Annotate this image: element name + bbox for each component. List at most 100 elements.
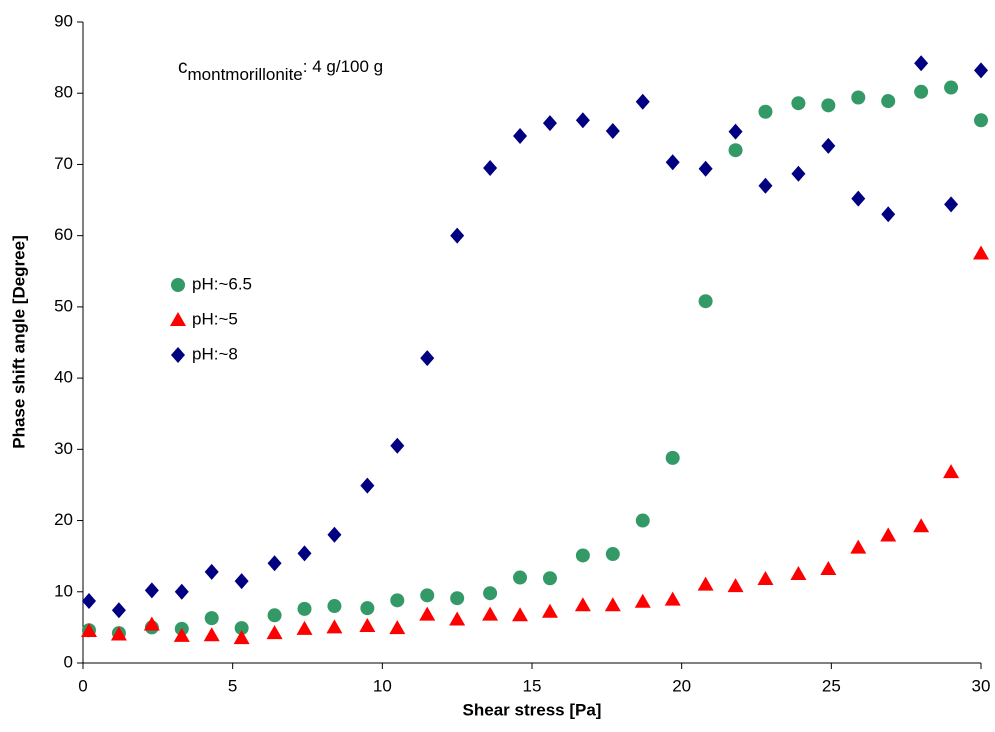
y-tick-label: 0 bbox=[64, 652, 73, 671]
data-point bbox=[944, 196, 959, 213]
data-point bbox=[390, 437, 405, 454]
data-point bbox=[81, 593, 96, 610]
data-point bbox=[914, 84, 929, 99]
data-point bbox=[665, 154, 680, 171]
data-point bbox=[267, 608, 282, 623]
x-tick-label: 0 bbox=[78, 676, 87, 695]
data-point bbox=[604, 597, 621, 612]
y-axis-title: Phase shift angle [Degree] bbox=[9, 235, 28, 449]
data-point bbox=[791, 96, 806, 111]
y-tick-label: 20 bbox=[54, 510, 73, 529]
data-point bbox=[821, 137, 836, 154]
x-tick-label: 15 bbox=[523, 676, 542, 695]
data-point bbox=[664, 591, 681, 606]
x-axis-title: Shear stress [Pa] bbox=[463, 700, 602, 719]
data-point bbox=[790, 565, 807, 580]
data-point bbox=[851, 90, 866, 105]
data-point bbox=[267, 555, 282, 572]
data-point bbox=[575, 548, 590, 563]
annotation-subscript: montmorillonite bbox=[188, 65, 303, 84]
data-point bbox=[851, 190, 866, 207]
data-point bbox=[605, 547, 620, 562]
data-point bbox=[80, 622, 97, 637]
data-point bbox=[541, 603, 558, 618]
x-tick-label: 10 bbox=[373, 676, 392, 695]
data-point bbox=[728, 143, 743, 158]
x-tick-label: 30 bbox=[972, 676, 991, 695]
data-point bbox=[880, 527, 897, 542]
x-tick-label: 25 bbox=[822, 676, 841, 695]
data-point bbox=[143, 616, 160, 631]
y-tick-label: 50 bbox=[54, 296, 73, 315]
data-point bbox=[234, 573, 249, 590]
data-point bbox=[450, 227, 465, 244]
legend-marker bbox=[171, 278, 185, 292]
data-point bbox=[513, 570, 528, 585]
x-tick-label: 5 bbox=[228, 676, 237, 695]
data-point bbox=[203, 627, 220, 642]
data-point bbox=[758, 104, 773, 119]
data-point bbox=[174, 583, 189, 600]
data-point bbox=[327, 526, 342, 543]
data-point bbox=[390, 593, 405, 608]
data-point bbox=[727, 578, 744, 593]
x-tick-label: 20 bbox=[672, 676, 691, 695]
y-tick-label: 80 bbox=[54, 83, 73, 102]
legend-label: pH:~5 bbox=[192, 309, 238, 328]
data-point bbox=[359, 617, 376, 632]
data-point bbox=[449, 611, 466, 626]
data-point bbox=[821, 98, 836, 113]
data-point bbox=[360, 477, 375, 494]
data-point bbox=[758, 177, 773, 194]
data-point bbox=[881, 206, 896, 223]
data-point bbox=[483, 160, 498, 177]
data-point bbox=[850, 539, 867, 554]
data-point bbox=[698, 160, 713, 177]
data-point bbox=[542, 115, 557, 132]
data-point bbox=[110, 626, 127, 641]
data-point bbox=[360, 601, 375, 616]
data-point bbox=[728, 123, 743, 140]
data-point bbox=[483, 586, 498, 601]
data-point bbox=[144, 582, 159, 599]
data-point bbox=[326, 619, 343, 634]
data-point bbox=[635, 93, 650, 110]
y-tick-label: 30 bbox=[54, 439, 73, 458]
data-point bbox=[512, 607, 529, 622]
data-point bbox=[482, 606, 499, 621]
data-point bbox=[635, 513, 650, 528]
data-point bbox=[605, 122, 620, 139]
data-point bbox=[296, 620, 313, 635]
data-point bbox=[974, 113, 988, 128]
legend-label: pH:~8 bbox=[192, 344, 238, 363]
data-point bbox=[665, 450, 680, 465]
data-point bbox=[297, 545, 312, 562]
data-point bbox=[204, 611, 219, 626]
data-point bbox=[111, 602, 126, 619]
data-point bbox=[820, 560, 837, 575]
data-point bbox=[234, 621, 249, 636]
data-point bbox=[943, 464, 960, 479]
data-point bbox=[914, 55, 929, 72]
data-point bbox=[881, 94, 896, 109]
data-point bbox=[757, 570, 774, 585]
data-point bbox=[973, 245, 989, 260]
y-tick-label: 90 bbox=[54, 11, 73, 30]
data-point bbox=[420, 350, 435, 367]
legend-marker bbox=[171, 347, 185, 363]
data-point bbox=[575, 112, 590, 129]
annotation: cmontmorillonite: 4 g/100 g bbox=[178, 57, 383, 84]
y-tick-label: 10 bbox=[54, 581, 73, 600]
data-point bbox=[204, 563, 219, 580]
data-point bbox=[420, 588, 435, 603]
data-point bbox=[513, 127, 528, 144]
data-point bbox=[173, 627, 190, 642]
data-point bbox=[698, 294, 713, 309]
data-point bbox=[327, 599, 342, 614]
data-point bbox=[419, 606, 436, 621]
data-point bbox=[389, 620, 406, 635]
data-point bbox=[297, 601, 312, 616]
data-point bbox=[574, 597, 591, 612]
data-point bbox=[542, 571, 557, 586]
